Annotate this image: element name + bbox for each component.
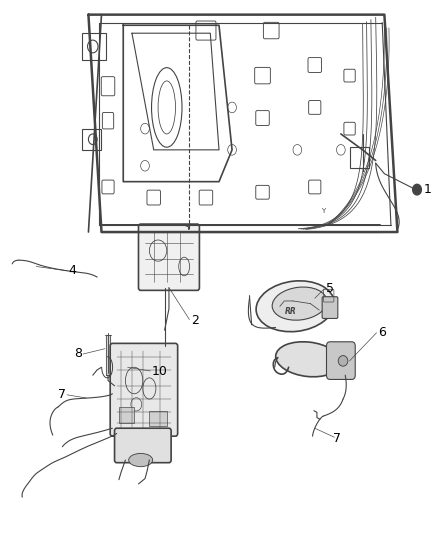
Text: 6: 6 — [378, 326, 386, 340]
Text: 10: 10 — [152, 365, 167, 378]
Ellipse shape — [276, 342, 341, 377]
FancyBboxPatch shape — [115, 428, 171, 463]
FancyBboxPatch shape — [138, 224, 199, 290]
Text: 7: 7 — [333, 432, 341, 446]
FancyBboxPatch shape — [119, 407, 134, 423]
Circle shape — [413, 184, 421, 195]
Ellipse shape — [338, 356, 348, 366]
Ellipse shape — [256, 281, 334, 332]
FancyBboxPatch shape — [326, 342, 355, 379]
FancyBboxPatch shape — [149, 411, 167, 425]
Text: 2: 2 — [191, 314, 198, 327]
FancyBboxPatch shape — [110, 343, 178, 436]
Text: 4: 4 — [69, 264, 77, 277]
FancyBboxPatch shape — [322, 297, 338, 318]
Text: 7: 7 — [58, 389, 66, 401]
Text: Y: Y — [321, 208, 325, 214]
Text: RR: RR — [285, 307, 297, 316]
Ellipse shape — [129, 454, 152, 467]
Text: 8: 8 — [74, 348, 82, 360]
Text: 1: 1 — [424, 183, 431, 196]
Ellipse shape — [272, 287, 327, 320]
Text: 5: 5 — [325, 282, 334, 295]
